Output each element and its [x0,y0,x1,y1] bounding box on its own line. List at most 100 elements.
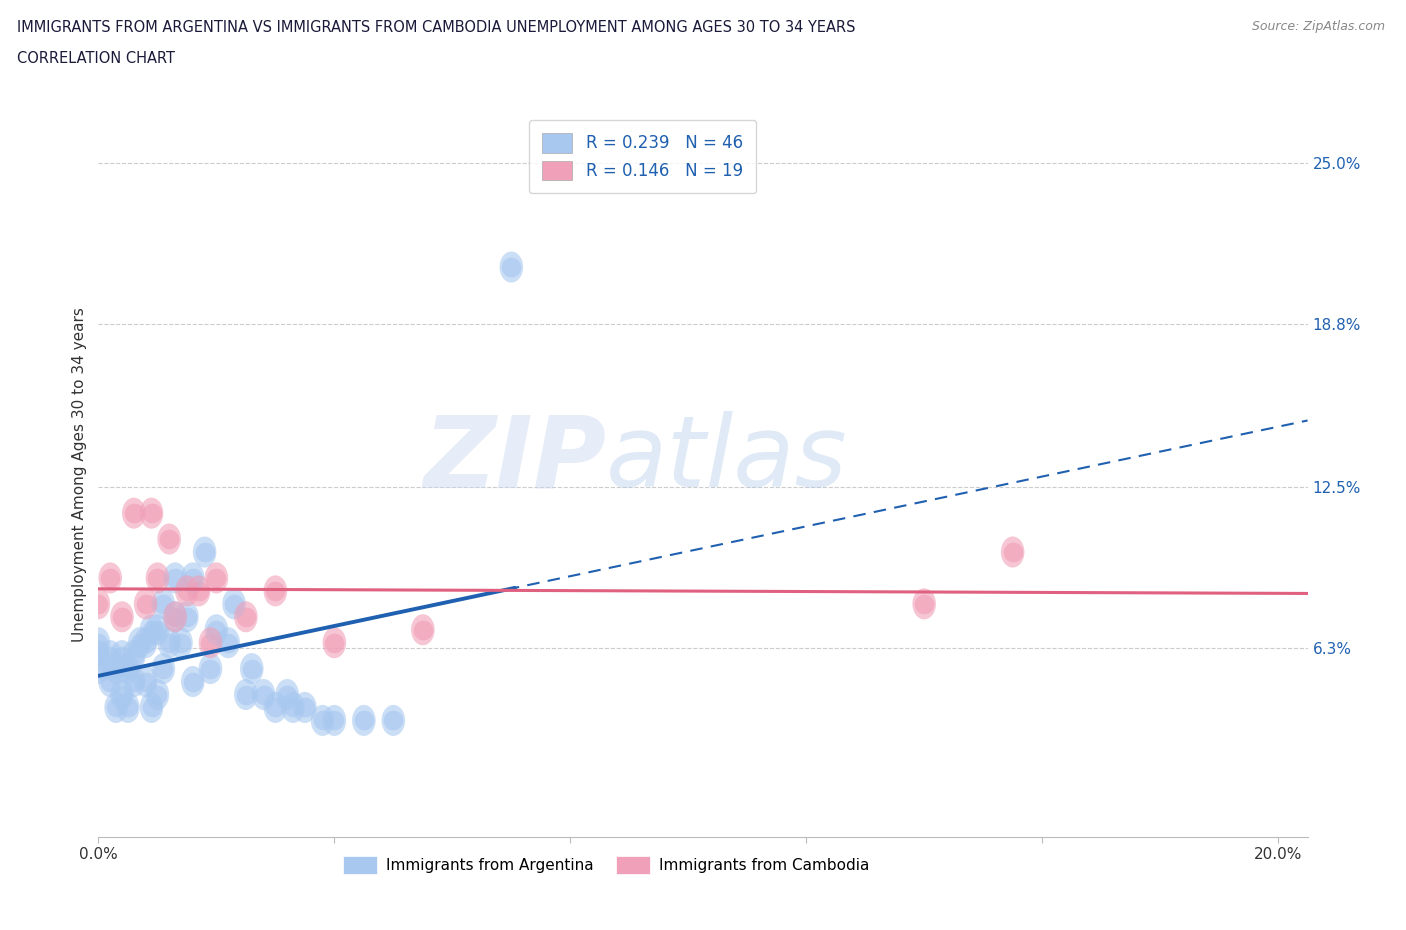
Ellipse shape [139,614,163,645]
Point [157,635,180,650]
Point [235,609,257,624]
Ellipse shape [87,589,110,619]
Point [176,609,198,624]
Point [98,570,121,585]
Point [181,674,204,689]
Ellipse shape [163,602,187,632]
Ellipse shape [205,563,228,593]
Ellipse shape [117,653,139,684]
Point [1001,545,1024,560]
Point [111,648,134,663]
Point [240,661,263,676]
Ellipse shape [163,602,187,632]
Point [122,674,145,689]
Point [412,622,434,637]
Ellipse shape [139,692,163,723]
Ellipse shape [98,666,122,698]
Point [152,661,174,676]
Legend: Immigrants from Argentina, Immigrants from Cambodia: Immigrants from Argentina, Immigrants fr… [337,850,876,880]
Point [264,700,287,715]
Ellipse shape [122,666,146,698]
Point [135,635,157,650]
Point [157,532,180,547]
Ellipse shape [98,563,122,593]
Ellipse shape [233,679,257,711]
Ellipse shape [87,653,110,684]
Text: atlas: atlas [606,411,848,509]
Ellipse shape [411,614,434,645]
Point [141,622,163,637]
Point [217,635,239,650]
Ellipse shape [1001,537,1025,567]
Ellipse shape [181,563,205,593]
Text: CORRELATION CHART: CORRELATION CHART [17,51,174,66]
Ellipse shape [110,679,134,711]
Point [200,661,222,676]
Ellipse shape [276,679,299,711]
Ellipse shape [122,640,146,671]
Point [152,596,174,611]
Ellipse shape [352,705,375,736]
Point [117,700,139,715]
Point [128,635,150,650]
Point [111,609,134,624]
Point [311,713,333,728]
Point [98,674,121,689]
Point [323,635,346,650]
Ellipse shape [134,589,157,619]
Ellipse shape [181,666,205,698]
Point [146,687,169,702]
Ellipse shape [233,602,257,632]
Point [187,583,209,598]
Y-axis label: Unemployment Among Ages 30 to 34 years: Unemployment Among Ages 30 to 34 years [72,307,87,642]
Ellipse shape [157,524,181,554]
Point [165,609,187,624]
Point [194,545,217,560]
Point [200,635,222,650]
Ellipse shape [87,640,110,671]
Ellipse shape [134,666,157,698]
Ellipse shape [110,602,134,632]
Ellipse shape [104,692,128,723]
Point [170,635,193,650]
Ellipse shape [499,251,523,283]
Point [181,570,204,585]
Ellipse shape [217,627,240,658]
Ellipse shape [104,653,128,684]
Point [135,596,157,611]
Ellipse shape [146,614,169,645]
Point [122,648,145,663]
Point [105,661,128,676]
Point [146,570,169,585]
Ellipse shape [193,537,217,567]
Point [323,713,346,728]
Ellipse shape [322,705,346,736]
Ellipse shape [263,576,287,606]
Point [205,622,228,637]
Ellipse shape [311,705,335,736]
Ellipse shape [252,679,276,711]
Point [98,648,121,663]
Point [276,687,298,702]
Point [117,661,139,676]
Text: ZIP: ZIP [423,411,606,509]
Point [141,700,163,715]
Point [165,570,187,585]
Ellipse shape [322,627,346,658]
Point [252,687,274,702]
Point [912,596,935,611]
Ellipse shape [122,498,146,528]
Ellipse shape [163,563,187,593]
Point [146,622,169,637]
Point [294,700,316,715]
Ellipse shape [117,692,139,723]
Ellipse shape [87,627,110,658]
Ellipse shape [169,627,193,658]
Point [501,259,523,274]
Ellipse shape [98,640,122,671]
Ellipse shape [146,563,169,593]
Ellipse shape [152,653,176,684]
Ellipse shape [198,627,222,658]
Point [176,583,198,598]
Ellipse shape [110,640,134,671]
